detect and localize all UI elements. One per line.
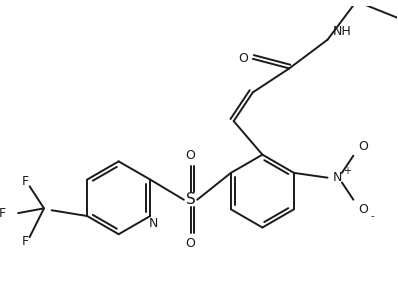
Text: S: S xyxy=(186,192,195,207)
Text: F: F xyxy=(21,175,28,188)
Text: F: F xyxy=(0,207,6,220)
Text: +: + xyxy=(343,166,351,176)
Text: O: O xyxy=(358,140,368,153)
Text: O: O xyxy=(238,52,248,65)
Text: O: O xyxy=(185,149,195,162)
Text: F: F xyxy=(21,235,28,248)
Text: N: N xyxy=(332,171,342,184)
Text: O: O xyxy=(185,237,195,250)
Text: N: N xyxy=(148,217,158,230)
Text: NH: NH xyxy=(332,26,351,39)
Text: -: - xyxy=(371,211,374,221)
Text: O: O xyxy=(358,203,368,216)
